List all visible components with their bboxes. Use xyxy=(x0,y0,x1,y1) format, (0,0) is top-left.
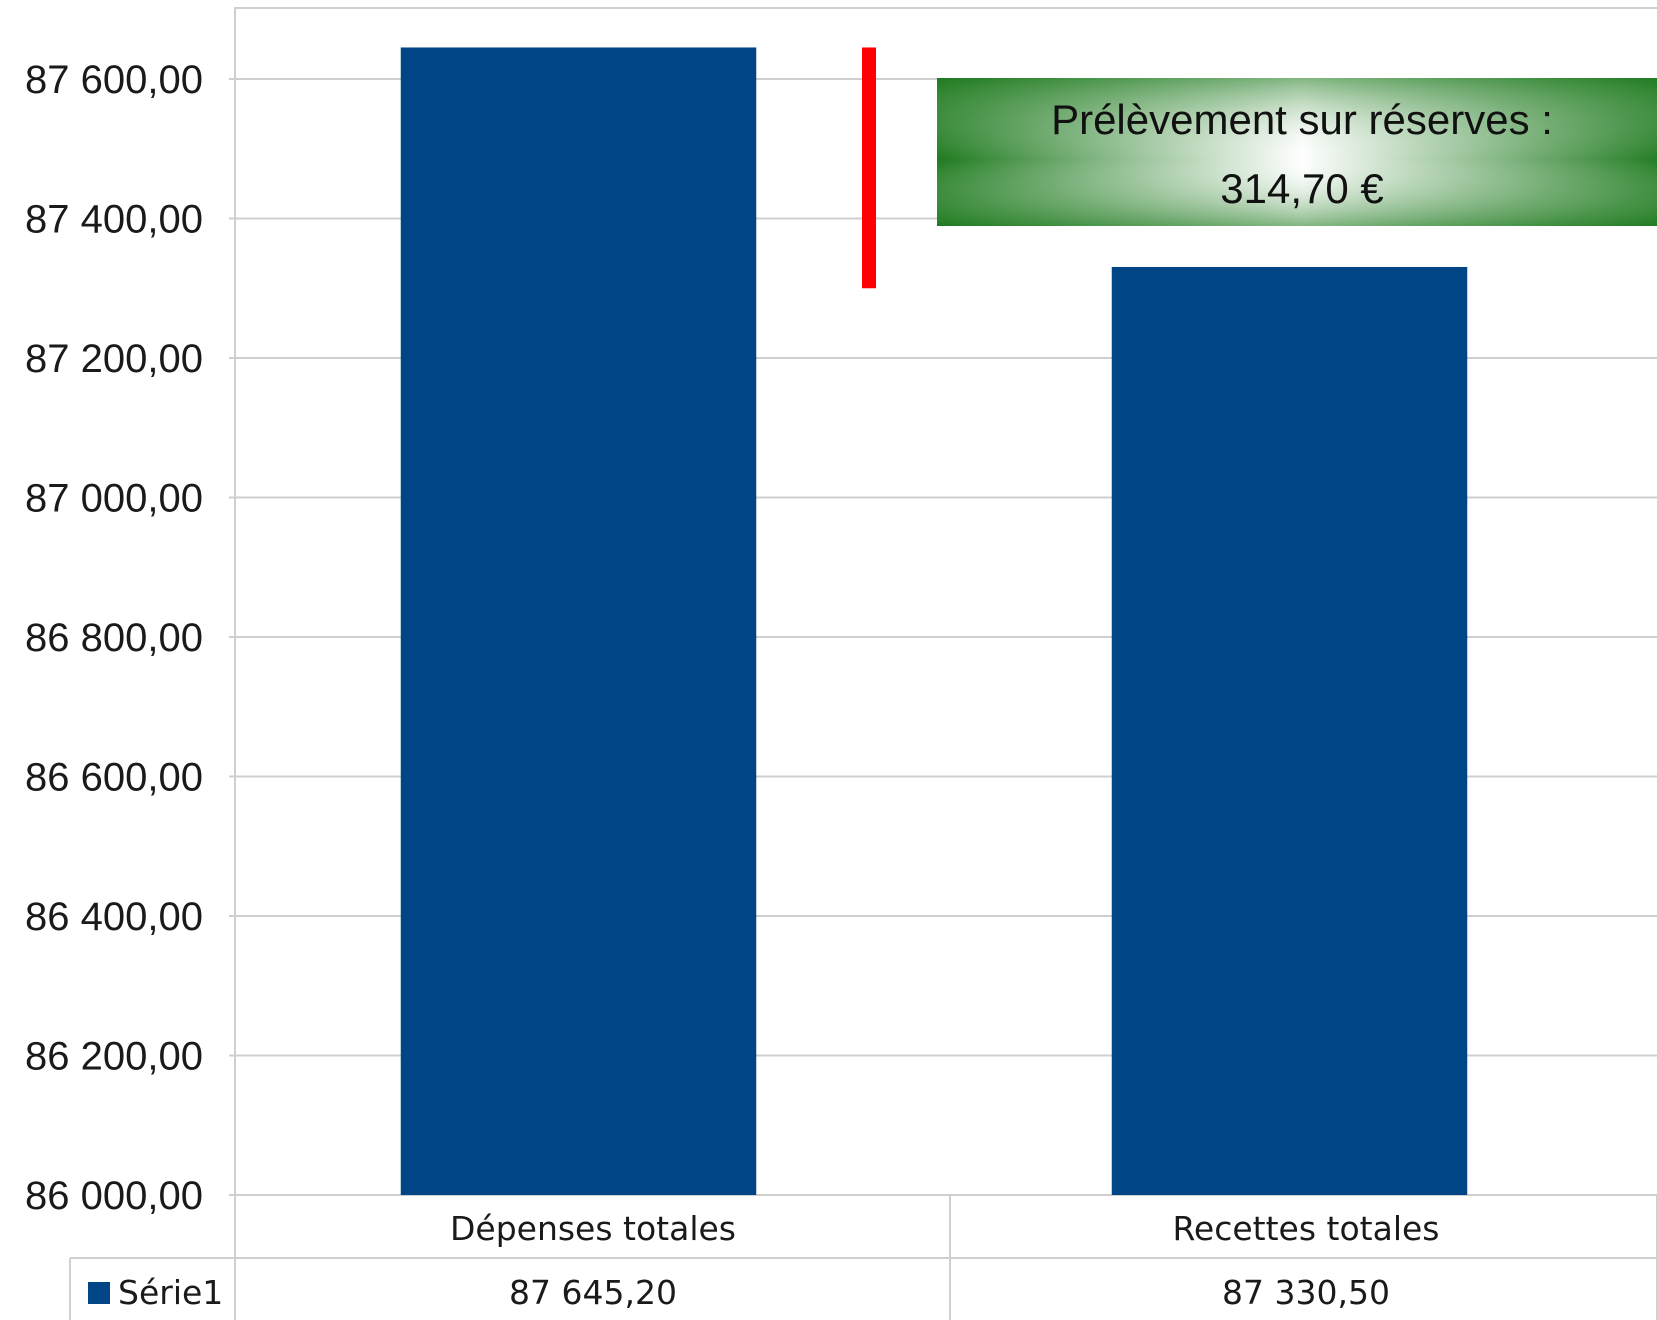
y-tick-label: 86 800,00 xyxy=(25,616,203,660)
bars xyxy=(400,47,1468,1195)
y-tick-label: 87 400,00 xyxy=(25,198,203,242)
y-axis-tick-labels: 86 000,00 86 200,00 86 400,00 86 600,00 86 8… xyxy=(25,58,203,1218)
annotation-line-1: Prélèvement sur réserves : xyxy=(1051,96,1553,143)
table-value-depenses: 87 645,20 xyxy=(509,1273,677,1312)
bar-recettes xyxy=(1111,266,1468,1195)
y-tick-label: 86 400,00 xyxy=(25,895,203,939)
difference-marker xyxy=(862,47,876,289)
annotation-box: Prélèvement sur réserves : 314,70 € xyxy=(937,78,1657,226)
annotation-line-2: 314,70 € xyxy=(1220,165,1384,212)
table-value-recettes: 87 330,50 xyxy=(1222,1273,1390,1312)
category-label-recettes: Recettes totales xyxy=(1172,1209,1439,1248)
data-table: Dépenses totales Recettes totales Série1… xyxy=(69,1195,1657,1320)
y-tick-label: 86 600,00 xyxy=(25,756,203,800)
category-label-depenses: Dépenses totales xyxy=(450,1209,736,1248)
legend-swatch xyxy=(88,1282,110,1304)
y-tick-label: 87 000,00 xyxy=(25,477,203,521)
y-tick-label: 86 000,00 xyxy=(25,1174,203,1218)
y-tick-label: 87 200,00 xyxy=(25,337,203,381)
y-tick-label: 86 200,00 xyxy=(25,1035,203,1079)
legend-label: Série1 xyxy=(118,1273,223,1312)
bar-depenses xyxy=(400,47,757,1195)
y-tick-label: 87 600,00 xyxy=(25,58,203,102)
